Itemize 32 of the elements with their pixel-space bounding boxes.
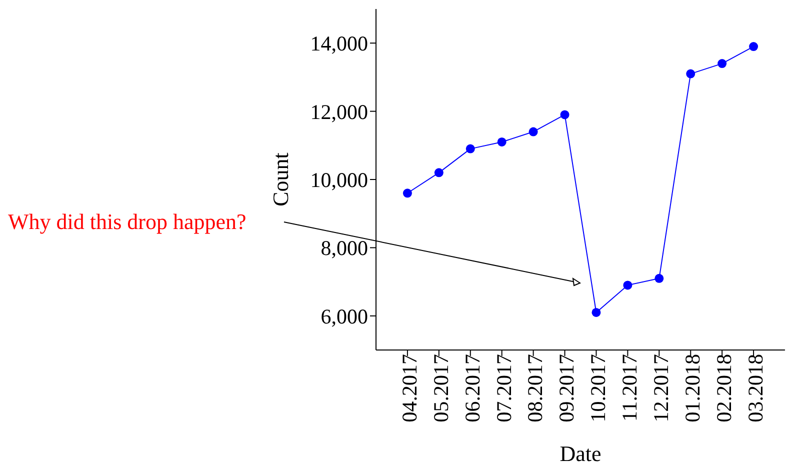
x-tick-label: 12.2017 — [649, 354, 674, 422]
y-tick-label: 14,000 — [310, 32, 368, 56]
x-tick-label: 09.2017 — [554, 354, 579, 422]
point — [718, 59, 727, 68]
x-tick-label: 01.2018 — [680, 354, 705, 422]
x-tick-label: 02.2018 — [712, 354, 736, 422]
y-tick-label: 8,000 — [320, 236, 368, 260]
x-tick-label: 07.2017 — [492, 354, 516, 422]
point — [654, 274, 664, 283]
y-tick-label: 6,000 — [320, 304, 368, 328]
x-tick-label: 11.2017 — [618, 354, 642, 422]
point — [560, 110, 570, 120]
y-axis-title: Count — [268, 152, 293, 206]
x-axis-title: Date — [560, 441, 602, 464]
point — [686, 69, 696, 78]
point — [528, 127, 538, 136]
x-tick-label: 06.2017 — [460, 354, 484, 422]
y-tick-label: 10,000 — [310, 168, 368, 192]
y-tick-label: 12,000 — [310, 100, 368, 124]
point — [592, 308, 601, 317]
point — [749, 42, 758, 52]
x-tick-label: 04.2017 — [397, 354, 422, 422]
point — [497, 137, 506, 146]
point — [402, 188, 412, 198]
point — [623, 280, 632, 290]
point — [434, 168, 444, 178]
x-tick-label: 08.2017 — [523, 354, 548, 422]
point — [466, 144, 475, 154]
text: Why did this drop happen? — [8, 209, 246, 234]
x-tick-label: 10.2017 — [586, 354, 610, 422]
x-tick-label: 03.2018 — [743, 354, 768, 422]
x-tick-label: 05.2017 — [428, 354, 453, 422]
